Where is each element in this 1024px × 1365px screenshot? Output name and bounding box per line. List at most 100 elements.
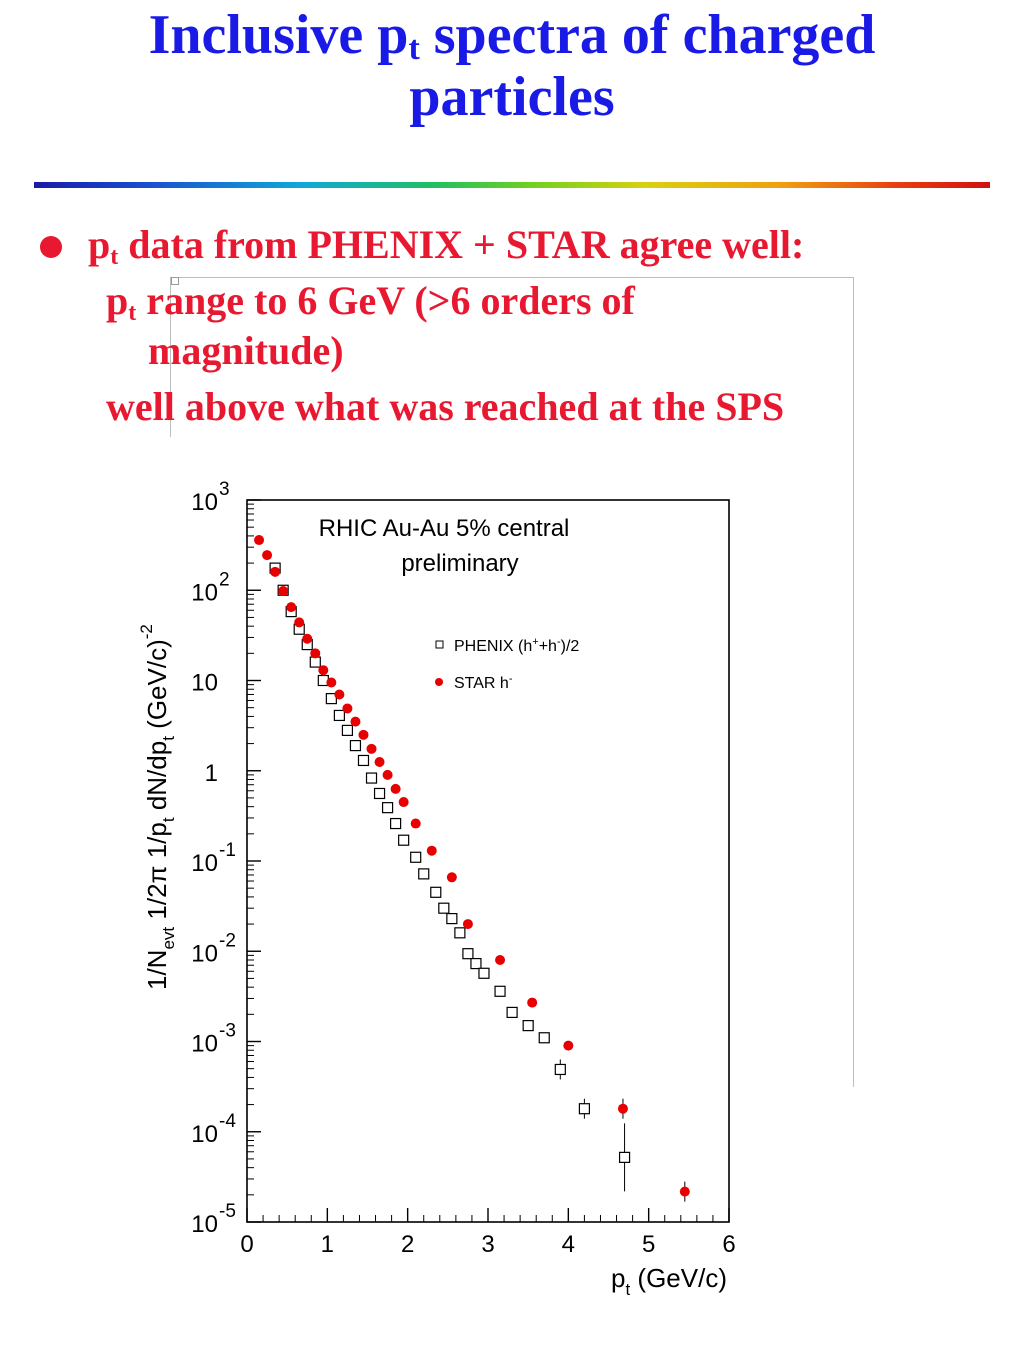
y-tick-label: 10	[191, 940, 218, 967]
title-main-text: Inclusive p	[148, 4, 409, 66]
phenix-point	[538, 1032, 550, 1044]
sub1-p-sub: t	[128, 300, 137, 326]
y-tick-label: 10	[191, 489, 218, 516]
phenix-point	[333, 709, 345, 722]
bullet-line-1: pt data from PHENIX + STAR agree well:	[88, 222, 805, 270]
y-tick-label: 10	[191, 670, 218, 697]
y-tick-exponent: 3	[219, 479, 230, 500]
y-tick-label: 10	[191, 1121, 218, 1148]
legend-star-label: STAR h-	[454, 673, 513, 692]
sub-bullet-1: pt range to 6 GeV (>6 orders of	[106, 278, 635, 326]
y-tick-label: 10	[191, 850, 218, 877]
frame-line-right	[853, 277, 854, 1087]
y-tick-exponent: -1	[219, 840, 236, 861]
sub-bullet-1-cont: magnitude)	[148, 328, 344, 373]
y-tick-exponent: -3	[219, 1021, 236, 1042]
title-rest-text: spectra of charged	[419, 4, 876, 66]
phenix-point	[470, 957, 482, 970]
star-point	[254, 535, 265, 546]
star-point	[382, 769, 393, 780]
x-tick-labels: 0 1 2 3 4 5 6	[240, 1231, 735, 1258]
phenix-point	[418, 868, 430, 880]
phenix-point	[410, 851, 422, 863]
phenix-point	[578, 1103, 591, 1115]
star-point	[446, 872, 457, 883]
phenix-point	[430, 886, 442, 898]
annotation-line-1: RHIC Au-Au 5% central	[319, 515, 570, 542]
star-point	[527, 997, 538, 1008]
legend-phenix-marker	[435, 640, 444, 649]
legend-star-marker	[435, 678, 443, 686]
sub1-text: range to 6 GeV (>6 orders of	[136, 278, 635, 323]
legend-phenix-label: PHENIX (h++h-)/2	[454, 636, 579, 655]
star-point	[617, 1103, 628, 1114]
star-point	[495, 954, 506, 965]
star-point	[294, 617, 305, 628]
y-tick-exponent: -5	[219, 1201, 236, 1222]
star-point	[318, 665, 329, 676]
x-tick-label: 4	[562, 1231, 575, 1258]
phenix-point	[618, 1151, 631, 1163]
y-tick-exponent: 2	[219, 569, 230, 590]
x-axis-label: pt (GeV/c)	[611, 1263, 727, 1299]
x-tick-label: 5	[642, 1231, 655, 1258]
sub1-p: p	[106, 278, 129, 323]
title-subscript: t	[408, 30, 420, 67]
y-tick-label: 10	[191, 1031, 218, 1058]
phenix-point	[349, 739, 362, 752]
phenix-point	[506, 1006, 518, 1019]
phenix-point	[398, 834, 410, 846]
phenix-point	[325, 693, 337, 705]
bullet-dot-icon	[40, 236, 62, 258]
annotation-line-2: preliminary	[401, 550, 518, 577]
bullet-text: data from PHENIX + STAR agree well:	[118, 222, 805, 267]
phenix-point	[522, 1020, 534, 1032]
star-point	[342, 703, 353, 714]
star-point	[302, 633, 313, 644]
figure-corner-marker	[171, 277, 179, 285]
y-tick-label: 1	[205, 760, 218, 787]
phenix-point	[462, 948, 474, 960]
star-point	[374, 757, 385, 768]
y-tick-exponent: -4	[219, 1111, 236, 1132]
star-point	[563, 1040, 574, 1051]
x-tick-label: 3	[481, 1231, 494, 1258]
bullet-p-sub: t	[110, 244, 119, 270]
star-point	[462, 919, 473, 930]
star-point	[366, 743, 377, 754]
star-point	[398, 797, 409, 808]
star-point	[410, 818, 421, 829]
star-point	[310, 648, 321, 659]
plot-frame	[246, 499, 730, 1223]
star-point	[426, 845, 437, 856]
phenix-point	[373, 787, 386, 800]
phenix-point	[446, 913, 458, 925]
star-point	[390, 783, 401, 794]
phenix-point	[341, 724, 354, 736]
phenix-point	[381, 802, 394, 814]
slide-title: Inclusive pt spectra of charged particle…	[0, 4, 1024, 128]
phenix-point	[438, 902, 450, 914]
axis-ticks	[246, 499, 730, 1223]
phenix-point	[478, 967, 490, 979]
y-tick-exponent: -2	[219, 930, 236, 951]
bullet-p: p	[88, 222, 111, 267]
star-point	[350, 716, 361, 727]
phenix-point	[494, 985, 506, 997]
star-point	[262, 550, 273, 561]
phenix-point	[309, 656, 321, 668]
legend: PHENIX (h++h-)/2 STAR h-	[435, 636, 579, 692]
phenix-point	[357, 754, 370, 767]
rainbow-divider	[34, 182, 990, 188]
frame-line-left	[170, 277, 171, 437]
phenix-point	[454, 927, 466, 939]
star-point	[278, 586, 289, 597]
frame-line-top	[170, 277, 854, 278]
star-point	[334, 689, 345, 700]
x-tick-label: 0	[240, 1231, 253, 1258]
title-line-2: particles	[409, 66, 615, 128]
star-point	[270, 566, 281, 577]
star-point	[358, 729, 369, 740]
